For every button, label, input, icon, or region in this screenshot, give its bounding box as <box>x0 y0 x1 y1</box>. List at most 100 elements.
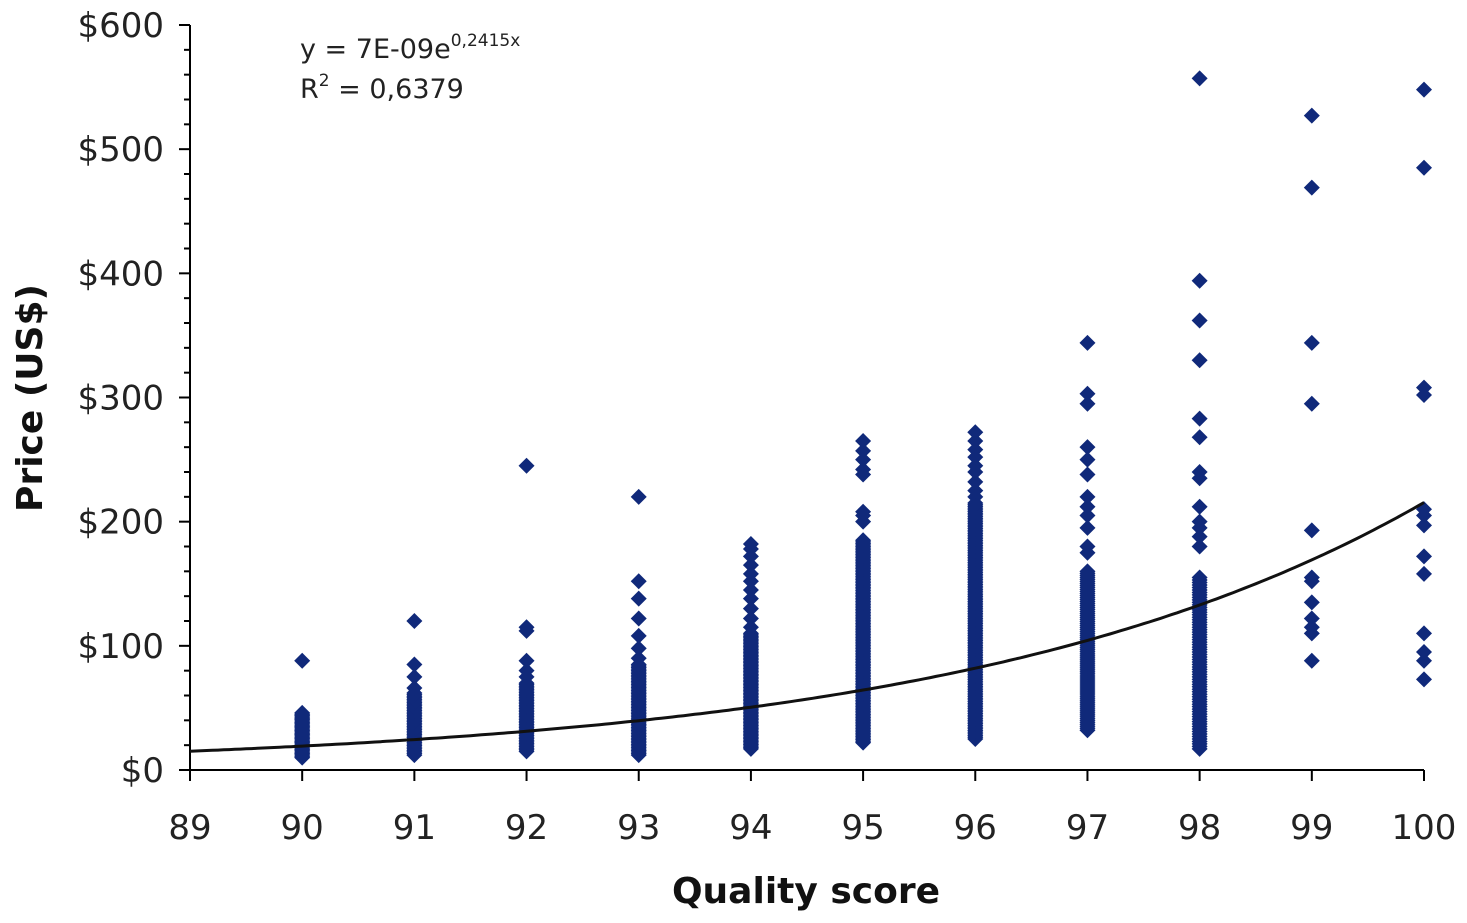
data-point <box>855 451 872 468</box>
data-point <box>630 640 647 657</box>
data-point <box>1303 610 1320 627</box>
data-point <box>742 565 759 582</box>
data-point <box>855 442 872 459</box>
x-tick-label: 98 <box>1178 808 1221 848</box>
y-tick-label: $0 <box>121 751 164 791</box>
data-point <box>1079 488 1096 505</box>
x-axis-title: Quality score <box>672 871 940 912</box>
data-point <box>1191 410 1208 427</box>
x-tick-label: 92 <box>505 808 548 848</box>
data-point <box>1303 179 1320 196</box>
data-point <box>1416 565 1432 582</box>
data-point <box>1191 272 1208 289</box>
data-point <box>1191 312 1208 329</box>
trendline-equation: y = 7E-09e0,2415x <box>300 31 520 65</box>
y-axis: $0 $100 $200 $300 $400 $500 $600 <box>77 6 191 791</box>
data-point <box>742 557 759 574</box>
x-tick-label: 94 <box>729 808 772 848</box>
data-point <box>630 627 647 644</box>
data-point <box>855 432 872 449</box>
data-point <box>855 461 872 478</box>
data-points <box>294 70 1432 766</box>
data-point <box>518 619 535 636</box>
data-point <box>1303 619 1320 636</box>
y-tick-label: $100 <box>77 627 164 667</box>
data-point <box>967 441 984 458</box>
data-point <box>630 590 647 607</box>
data-point <box>1303 334 1320 351</box>
x-tick-label: 100 <box>1392 808 1457 848</box>
data-point <box>518 457 535 474</box>
data-point <box>742 610 759 627</box>
data-point <box>855 503 872 520</box>
data-point <box>1416 644 1432 661</box>
data-point <box>1191 70 1208 87</box>
data-point <box>1191 464 1208 480</box>
data-point <box>855 532 872 549</box>
data-point <box>1416 81 1432 98</box>
y-tick-label: $300 <box>77 379 164 419</box>
data-point <box>1079 395 1096 412</box>
data-point <box>1079 538 1096 555</box>
data-point <box>1191 498 1208 515</box>
data-point <box>1416 652 1432 669</box>
data-point <box>1191 538 1208 555</box>
x-tick-label: 95 <box>841 808 884 848</box>
data-point <box>518 662 535 679</box>
data-point <box>406 680 423 697</box>
data-point <box>1416 159 1432 176</box>
trendline-r-squared: R2 = 0,6379 <box>300 71 464 105</box>
x-tick-label: 90 <box>281 808 324 848</box>
data-point <box>967 482 984 499</box>
x-tick-label: 96 <box>954 808 997 848</box>
data-point <box>742 600 759 617</box>
data-point <box>1303 652 1320 669</box>
data-point <box>967 473 984 490</box>
data-point <box>1416 379 1432 396</box>
x-tick-label: 91 <box>393 808 436 848</box>
data-point <box>1079 439 1096 456</box>
data-point <box>1303 395 1320 412</box>
data-point <box>630 610 647 627</box>
data-point <box>1079 519 1096 536</box>
data-point <box>1079 466 1096 483</box>
data-point <box>406 668 423 685</box>
y-tick-label: $600 <box>77 6 164 46</box>
data-point <box>518 652 535 669</box>
data-point <box>1303 107 1320 124</box>
data-point <box>1079 451 1096 468</box>
data-point <box>1416 548 1432 565</box>
data-point <box>742 590 759 607</box>
data-point <box>1303 569 1320 586</box>
data-point <box>742 619 759 636</box>
data-point <box>406 613 423 629</box>
data-point <box>630 650 647 667</box>
data-point <box>1303 594 1320 611</box>
data-point <box>1191 352 1208 369</box>
data-point <box>967 457 984 474</box>
data-point <box>1079 334 1096 351</box>
data-point <box>630 488 647 505</box>
y-tick-label: $200 <box>77 503 164 543</box>
data-point <box>630 573 647 590</box>
y-tick-label: $400 <box>77 254 164 294</box>
data-point <box>1079 563 1096 580</box>
data-point <box>1416 625 1432 642</box>
data-point <box>742 536 759 553</box>
data-point <box>1416 671 1432 688</box>
x-axis: 89 90 91 92 93 94 95 96 97 98 99 100 <box>168 769 1457 848</box>
data-point <box>1191 528 1208 545</box>
x-tick-label: 99 <box>1290 808 1333 848</box>
data-point <box>967 432 984 449</box>
data-point <box>294 652 311 669</box>
x-tick-label: 89 <box>168 808 211 848</box>
data-point <box>1191 429 1208 446</box>
x-tick-label: 97 <box>1066 808 1109 848</box>
data-point <box>406 656 423 673</box>
data-point <box>1079 507 1096 524</box>
data-point <box>1079 385 1096 402</box>
data-point <box>742 581 759 598</box>
x-tick-label: 93 <box>617 808 660 848</box>
data-point <box>1191 513 1208 530</box>
